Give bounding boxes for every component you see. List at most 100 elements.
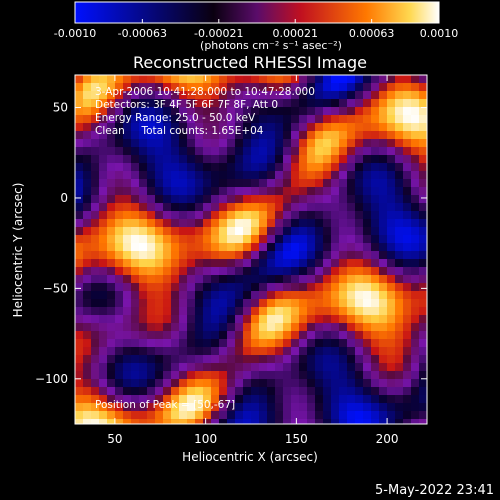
- heatmap-cell: [411, 219, 419, 227]
- heatmap-cell: [163, 147, 171, 155]
- heatmap-cell: [211, 235, 219, 243]
- heatmap-cell: [227, 75, 235, 83]
- heatmap-cell: [379, 267, 387, 275]
- heatmap-cell: [251, 179, 259, 187]
- heatmap-cell: [243, 283, 251, 291]
- heatmap-cell: [179, 115, 187, 123]
- heatmap-cell: [291, 131, 299, 139]
- heatmap-cell: [179, 163, 187, 171]
- heatmap-cell: [395, 347, 403, 355]
- heatmap-cell: [315, 331, 323, 339]
- heatmap-cell: [419, 99, 427, 107]
- heatmap-cell: [307, 275, 315, 283]
- heatmap-cell: [251, 331, 259, 339]
- heatmap-cell: [107, 379, 115, 387]
- heatmap-cell: [275, 195, 283, 203]
- heatmap-cell: [307, 371, 315, 379]
- heatmap-cell: [387, 299, 395, 307]
- heatmap-cell: [355, 163, 363, 171]
- heatmap-cell: [275, 403, 283, 411]
- heatmap-cell: [107, 331, 115, 339]
- heatmap-cell: [411, 251, 419, 259]
- heatmap-cell: [107, 411, 115, 419]
- heatmap-cell: [75, 195, 83, 203]
- x-tick-label: 100: [194, 432, 217, 446]
- heatmap-cell: [171, 163, 179, 171]
- heatmap-cell: [131, 355, 139, 363]
- heatmap-cell: [395, 403, 403, 411]
- heatmap-cell: [275, 371, 283, 379]
- heatmap-cell: [131, 339, 139, 347]
- heatmap-cell: [331, 339, 339, 347]
- heatmap-cell: [123, 299, 131, 307]
- heatmap-cell: [355, 211, 363, 219]
- heatmap-cell: [347, 315, 355, 323]
- heatmap-cell: [195, 163, 203, 171]
- heatmap-cell: [339, 331, 347, 339]
- heatmap-cell: [371, 147, 379, 155]
- heatmap-cell: [155, 83, 163, 91]
- heatmap-cell: [403, 235, 411, 243]
- heatmap-cell: [251, 419, 259, 424]
- heatmap-cell: [291, 251, 299, 259]
- heatmap-cell: [323, 219, 331, 227]
- heatmap-cell: [227, 363, 235, 371]
- heatmap-cell: [403, 195, 411, 203]
- heatmap-cell: [75, 99, 83, 107]
- heatmap-cell: [387, 403, 395, 411]
- heatmap-cell: [139, 171, 147, 179]
- heatmap-cell: [91, 171, 99, 179]
- heatmap-cell: [219, 299, 227, 307]
- heatmap-cell: [331, 115, 339, 123]
- heatmap-cell: [107, 363, 115, 371]
- heatmap-cell: [235, 299, 243, 307]
- heatmap-cell: [251, 275, 259, 283]
- heatmap-cell: [395, 283, 403, 291]
- heatmap-cell: [123, 331, 131, 339]
- heatmap-cell: [275, 299, 283, 307]
- heatmap-cell: [163, 219, 171, 227]
- heatmap-cell: [99, 235, 107, 243]
- heatmap-cell: [195, 339, 203, 347]
- heatmap-cell: [315, 123, 323, 131]
- heatmap-cell: [123, 123, 131, 131]
- heatmap-cell: [291, 187, 299, 195]
- heatmap-cell: [171, 219, 179, 227]
- heatmap-cell: [155, 147, 163, 155]
- heatmap-cell: [163, 115, 171, 123]
- heatmap-cell: [275, 363, 283, 371]
- heatmap-cell: [203, 155, 211, 163]
- heatmap-cell: [195, 243, 203, 251]
- heatmap-cell: [291, 387, 299, 395]
- heatmap-cell: [99, 147, 107, 155]
- heatmap-cell: [203, 243, 211, 251]
- heatmap-cell: [411, 387, 419, 395]
- heatmap-cell: [147, 267, 155, 275]
- heatmap-cell: [123, 251, 131, 259]
- heatmap-cell: [227, 403, 235, 411]
- heatmap-cell: [299, 107, 307, 115]
- heatmap-cell: [195, 147, 203, 155]
- heatmap-cell: [171, 347, 179, 355]
- heatmap-cell: [123, 315, 131, 323]
- heatmap-cell: [115, 235, 123, 243]
- heatmap-cell: [323, 259, 331, 267]
- heatmap-cell: [227, 315, 235, 323]
- heatmap-cell: [163, 155, 171, 163]
- heatmap-cell: [331, 99, 339, 107]
- heatmap-cell: [395, 267, 403, 275]
- heatmap-cell: [291, 355, 299, 363]
- heatmap-cell: [419, 251, 427, 259]
- heatmap-cell: [307, 195, 315, 203]
- heatmap-cell: [123, 379, 131, 387]
- heatmap-cell: [275, 131, 283, 139]
- heatmap-cell: [347, 115, 355, 123]
- heatmap-cell: [331, 227, 339, 235]
- heatmap-cell: [243, 363, 251, 371]
- heatmap-cell: [99, 315, 107, 323]
- heatmap-cell: [403, 387, 411, 395]
- heatmap-cell: [227, 99, 235, 107]
- colorbar-tick-label: -0.0010: [54, 27, 96, 40]
- heatmap-cell: [107, 299, 115, 307]
- heatmap-cell: [283, 323, 291, 331]
